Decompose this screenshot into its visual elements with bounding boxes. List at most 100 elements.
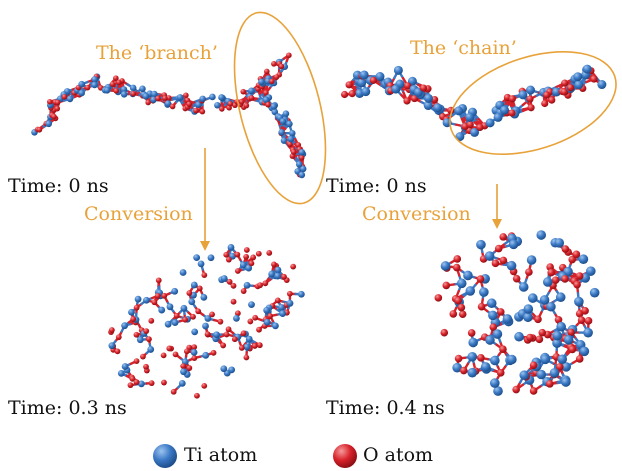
o-atom <box>263 90 269 96</box>
o-atom <box>369 76 377 84</box>
conversion-label-left: Conversion <box>84 203 193 225</box>
o-atom <box>535 335 544 344</box>
ti-atom <box>129 84 137 92</box>
ti-atom <box>523 304 534 314</box>
ti-atom <box>263 306 271 314</box>
o-atom <box>191 344 198 350</box>
ti-atom <box>561 362 571 372</box>
o-atom <box>271 261 277 268</box>
ti-atom <box>525 85 535 95</box>
o-atom <box>440 328 449 337</box>
o-atom <box>489 323 498 331</box>
chain-highlight-ellipse <box>449 51 617 155</box>
ti-atom <box>508 239 519 250</box>
o-atom <box>226 278 233 285</box>
ti-atom <box>121 363 129 370</box>
ti-atom <box>295 160 303 168</box>
o-atom <box>250 254 257 261</box>
ti-atom <box>202 322 209 330</box>
ti-atom <box>45 120 53 128</box>
o-atom <box>223 331 230 338</box>
ti-atom <box>375 72 385 82</box>
time-label-left-bottom: Time: 0.3 ns <box>8 397 127 419</box>
o-atom <box>199 108 206 115</box>
o-atom <box>243 247 250 253</box>
o-atom <box>155 95 161 102</box>
o-atom <box>217 318 224 325</box>
o-atom <box>238 99 245 105</box>
o-atom <box>145 99 151 106</box>
ti-atom <box>456 278 467 289</box>
ti-atom <box>220 365 228 373</box>
ti-atom <box>214 101 221 109</box>
o-atom <box>148 380 155 387</box>
o-atom <box>61 94 68 100</box>
o-atom <box>545 380 554 388</box>
ti-atom <box>357 78 367 88</box>
o-atom <box>172 351 179 358</box>
o-atom <box>186 101 192 107</box>
o-atom <box>36 126 43 133</box>
ti-atom <box>526 255 537 265</box>
o-atom <box>494 244 503 253</box>
o-atom <box>290 263 297 270</box>
ti-atom <box>583 327 593 338</box>
o-atom <box>525 268 533 276</box>
ti-atom <box>574 80 584 90</box>
ti-atom <box>91 81 98 89</box>
ti-atom <box>66 95 74 103</box>
o-atom <box>248 95 255 101</box>
ti-atom <box>243 343 251 351</box>
o-atom <box>240 288 247 294</box>
ti-atom <box>467 367 478 378</box>
o-atom <box>548 96 556 104</box>
ti-atom <box>248 301 255 308</box>
o-atom <box>496 369 505 377</box>
o-atom <box>234 310 241 317</box>
o-atom <box>434 294 443 302</box>
ti-atom <box>245 335 253 343</box>
o-atom <box>191 355 198 361</box>
o-atom <box>555 363 564 371</box>
o-atom <box>243 102 250 109</box>
ti-atom <box>468 337 478 348</box>
ti-atom <box>288 129 296 137</box>
ti-atom <box>190 348 198 356</box>
ti-atom <box>492 329 503 339</box>
o-atom <box>491 259 500 268</box>
ti-atom <box>271 108 279 116</box>
ti-atom <box>540 354 551 365</box>
time-label-right-bottom: Time: 0.4 ns <box>326 397 445 419</box>
o-atom <box>146 336 152 343</box>
ti-atom <box>578 254 589 264</box>
o-atom <box>204 331 211 338</box>
o-atom <box>151 299 158 306</box>
ti-atom <box>179 269 187 276</box>
ti-atom <box>518 282 529 292</box>
ti-atom <box>359 70 369 80</box>
ti-atom <box>180 368 187 376</box>
o-atom <box>113 88 120 94</box>
o-atom <box>561 79 569 87</box>
ti-atom <box>248 87 255 95</box>
chain-label: The ‘chain’ <box>410 37 517 59</box>
o-atom <box>403 97 411 105</box>
o-atom <box>538 328 547 337</box>
o-atom <box>186 290 193 296</box>
ti-atom <box>207 254 215 262</box>
o-atom <box>133 358 140 365</box>
o-atom <box>160 352 167 359</box>
o-atom <box>194 392 200 399</box>
ti-atom <box>128 308 135 316</box>
o-atom <box>234 268 241 274</box>
ti-atom <box>103 87 111 94</box>
o-atom <box>201 382 208 389</box>
o-atom <box>419 84 428 92</box>
o-atom <box>133 379 140 386</box>
o-atom <box>130 91 137 97</box>
o-atom-legend-icon <box>333 444 357 468</box>
o-atom <box>166 345 173 352</box>
o-atom <box>476 275 485 283</box>
o-atom <box>166 95 172 101</box>
